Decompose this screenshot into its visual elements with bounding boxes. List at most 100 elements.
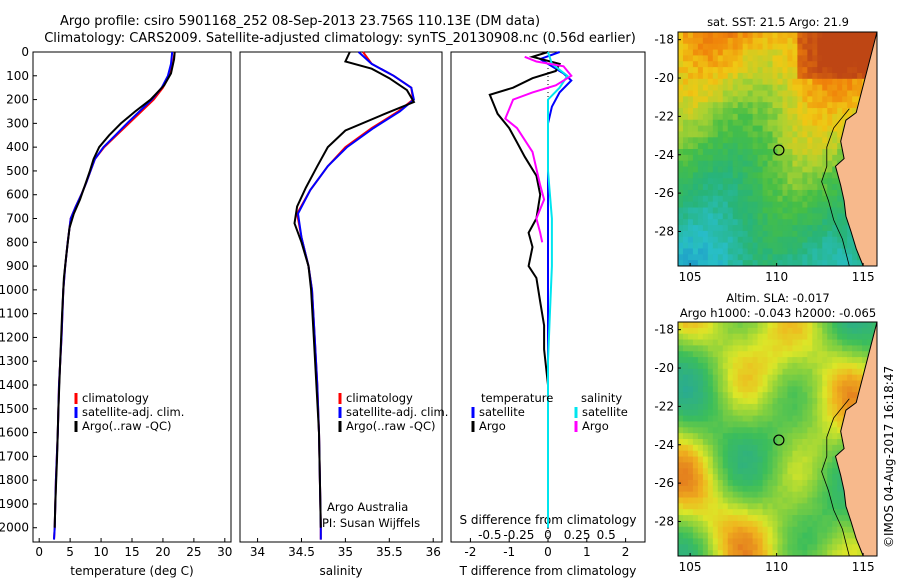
map-cell: [747, 178, 754, 185]
map-cell: [757, 78, 764, 86]
map-cell: [812, 544, 818, 551]
map-cell: [837, 398, 843, 405]
map-cell: [857, 90, 863, 97]
map-cell: [852, 90, 858, 97]
map-cell: [752, 160, 759, 168]
map-cell: [687, 462, 694, 469]
map-cell: [782, 520, 789, 528]
map-cell: [752, 254, 759, 261]
map-cell: [827, 178, 833, 185]
map-cell: [707, 102, 714, 109]
map-cell: [727, 503, 734, 510]
map-cell: [747, 32, 754, 39]
map-cell: [727, 386, 734, 393]
y-tick-label: 1700: [0, 449, 29, 463]
map-cell: [742, 61, 749, 68]
map-cell: [697, 67, 704, 74]
map-cell: [747, 392, 754, 399]
map-cell: [772, 43, 779, 51]
map-cell: [757, 485, 764, 493]
map-cell: [847, 49, 853, 56]
map-cell: [697, 125, 704, 133]
map-cell: [767, 351, 774, 358]
map-cell: [842, 61, 848, 68]
y-tick-label: 1500: [0, 402, 29, 416]
map-cell: [732, 409, 739, 417]
top-tick-label: 0.5: [597, 528, 616, 542]
map-cell: [697, 90, 704, 97]
map-cell: [717, 538, 724, 545]
map-cell: [822, 462, 828, 469]
map-cell: [722, 339, 729, 346]
map-cell: [832, 102, 838, 109]
map-cell: [777, 201, 784, 209]
map-cell: [752, 544, 759, 551]
map-cell: [817, 444, 823, 452]
temperature-series-line: [53, 51, 176, 528]
map-cell: [847, 398, 853, 405]
map-cell: [777, 84, 784, 92]
map-cell: [722, 415, 729, 423]
map-cell: [792, 474, 798, 481]
map-cell: [832, 491, 838, 499]
map-cell: [812, 515, 818, 522]
map-cell: [797, 172, 803, 179]
map-cell: [702, 392, 709, 399]
map-cell: [817, 415, 823, 423]
map-cell: [722, 178, 729, 185]
map-cell: [822, 421, 828, 428]
map-cell: [817, 102, 823, 109]
map-cell: [817, 403, 823, 411]
map-cell: [817, 84, 823, 92]
map-cell: [802, 368, 808, 376]
map-cell: [692, 409, 699, 417]
map-cell: [717, 96, 724, 103]
map-cell: [807, 450, 813, 458]
map-cell: [732, 207, 739, 214]
map-cell: [837, 131, 843, 138]
map-cell: [707, 143, 714, 150]
map-cell: [837, 207, 843, 214]
map-cell: [742, 427, 749, 434]
map-cell: [692, 374, 699, 382]
map-cell: [692, 260, 699, 266]
map-cell: [832, 485, 838, 493]
map-cell: [787, 37, 794, 45]
map-cell: [717, 49, 724, 56]
map-cell: [687, 236, 694, 244]
map-cell: [802, 433, 808, 440]
map-cell: [862, 55, 868, 62]
map-cell: [727, 166, 734, 173]
map-cell: [812, 137, 818, 144]
map-cell: [827, 491, 833, 499]
map-cell: [777, 374, 784, 382]
map-cell: [737, 84, 744, 92]
map-cell: [817, 339, 823, 346]
map-cell: [782, 184, 789, 191]
map-cell: [807, 84, 813, 92]
map-cell: [857, 362, 863, 370]
x-tick-label: 2: [622, 545, 630, 559]
map-cell: [787, 427, 794, 434]
map-cell: [732, 468, 739, 475]
map-cell: [747, 230, 754, 238]
map-cell: [678, 468, 684, 475]
map-cell: [687, 242, 694, 250]
map-cell: [737, 242, 744, 250]
map-cell: [732, 322, 739, 329]
map-cell: [817, 439, 823, 446]
map-cell: [812, 195, 818, 203]
map-cell: [772, 195, 779, 203]
map-cell: [707, 515, 714, 522]
map-cell: [727, 49, 734, 56]
map-cell: [807, 108, 813, 115]
map-cell: [682, 201, 689, 209]
map-cell: [787, 166, 794, 173]
map-cell: [777, 102, 784, 109]
map-cell: [682, 357, 689, 364]
map-cell: [707, 195, 714, 203]
map-cell: [697, 96, 704, 103]
map-cell: [817, 184, 823, 191]
map-cell: [827, 248, 833, 255]
map-cell: [792, 386, 798, 393]
